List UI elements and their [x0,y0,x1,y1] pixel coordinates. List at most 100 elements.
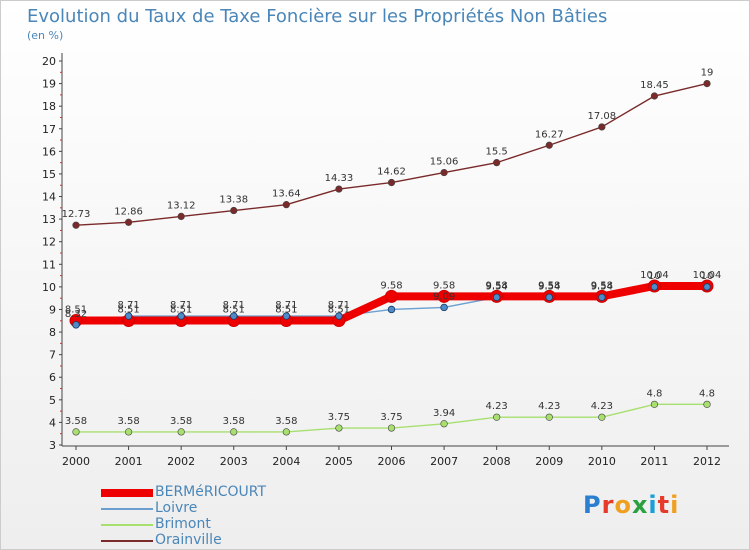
y-tick-label: 19 [42,78,56,91]
data-label: 3.75 [380,412,402,423]
data-label: 9.58 [380,280,402,291]
data-label: 8.71 [328,300,350,311]
x-tick-label: 2011 [640,455,668,468]
x-tick-label: 2008 [483,455,511,468]
legend-swatch [101,524,153,526]
data-point [598,413,606,421]
legend-item: Loivre [101,500,401,517]
data-label: 8.71 [170,300,192,311]
data-label: 3.58 [65,416,87,427]
data-label: 3.75 [328,412,350,423]
data-point [124,428,133,436]
data-point [124,218,133,226]
data-point [230,428,238,436]
data-point [72,428,80,436]
data-label: 3.94 [433,408,455,419]
data-label: 13.38 [219,195,248,206]
data-label: 8.51 [328,305,350,316]
data-label: 10.04 [640,270,669,281]
series-layer [69,79,714,436]
data-label: 8.51 [65,305,87,316]
data-point [335,424,343,432]
data-label: 9.09 [433,291,455,302]
y-tick-label: 18 [42,100,56,113]
data-label: 13.64 [272,189,301,200]
data-label: 9.58 [433,280,455,291]
legend-label: Brimont [155,516,211,532]
legend-label: Orainville [155,532,222,548]
y-tick-label: 16 [42,145,56,158]
data-label: 9.54 [591,281,613,292]
data-label: 3.58 [275,416,297,427]
x-tick-label: 2006 [378,455,406,468]
x-tick-label: 2012 [693,455,721,468]
y-tick-label: 7 [49,349,56,362]
data-label: 17.08 [588,111,617,122]
y-tick-label: 9 [49,303,56,316]
data-label: 8.32 [65,309,87,320]
data-point [335,185,343,193]
data-point [230,312,238,320]
data-point [387,178,396,187]
logo-letter: o [614,491,632,519]
data-label: 4.8 [699,388,715,399]
data-label: 4.23 [538,401,560,412]
y-tick-label: 13 [42,213,56,226]
data-label: 4.23 [486,401,508,412]
legend-item: BERMéRICOURT [101,484,401,501]
data-label: 8.51 [170,305,192,316]
data-point [598,293,606,301]
logo-letter: r [601,491,615,519]
proxiti-logo: Proxiti [583,491,679,519]
y-tick-label: 14 [42,191,56,204]
logo-letter: t [657,491,671,519]
legend-label: Loivre [155,500,198,516]
data-label: 8.51 [275,305,297,316]
data-point [387,305,396,314]
y-tick-label: 6 [49,371,56,384]
legend-swatch [101,489,153,497]
axes: 3 4 5 6 7 8 9 10 11 12 13 14 15 16 17 18 19 20 2000 2001 200… [42,53,729,468]
x-tick-label: 2010 [588,455,616,468]
logo-letter: i [648,491,658,519]
data-label: 3.58 [223,416,245,427]
data-label: 10.04 [693,270,722,281]
data-point [650,283,659,291]
data-label: 4.23 [591,401,613,412]
y-tick-label: 3 [49,439,56,452]
data-labels: 8.51 8.51 8.51 8.51 8.51 8.51 9.58 9.58 9.58 9.58… [62,68,722,427]
data-point [545,141,553,149]
data-label: 9.58 [591,280,613,291]
data-label: 10 [648,271,661,282]
data-point [493,413,501,421]
data-point [545,413,553,421]
data-label: 18.45 [640,80,669,91]
data-point [598,123,606,131]
data-label: 8.51 [117,305,139,316]
x-tick-label: 2002 [167,455,195,468]
logo-letter: i [670,491,680,519]
data-point [177,428,185,436]
legend-label: BERMéRICOURT [155,484,267,500]
data-point [387,424,396,432]
y-tick-label: 5 [49,394,56,407]
legend-item: Brimont [101,516,401,533]
data-label: 9.54 [486,281,508,292]
data-point [335,312,343,320]
data-point [703,400,711,408]
data-label: 14.62 [377,167,406,178]
logo-letter: x [631,491,649,519]
data-point [230,206,238,215]
data-point [650,92,659,100]
data-point [177,312,185,320]
data-point [440,303,448,312]
x-tick-label: 2004 [272,455,300,468]
data-label: 15.5 [486,147,508,158]
legend-swatch [101,540,153,542]
y-tick-label: 15 [42,168,56,181]
data-label: 15.06 [430,157,459,168]
data-label: 9.54 [538,281,560,292]
y-tick-label: 11 [42,258,56,271]
data-label: 19 [701,68,714,79]
